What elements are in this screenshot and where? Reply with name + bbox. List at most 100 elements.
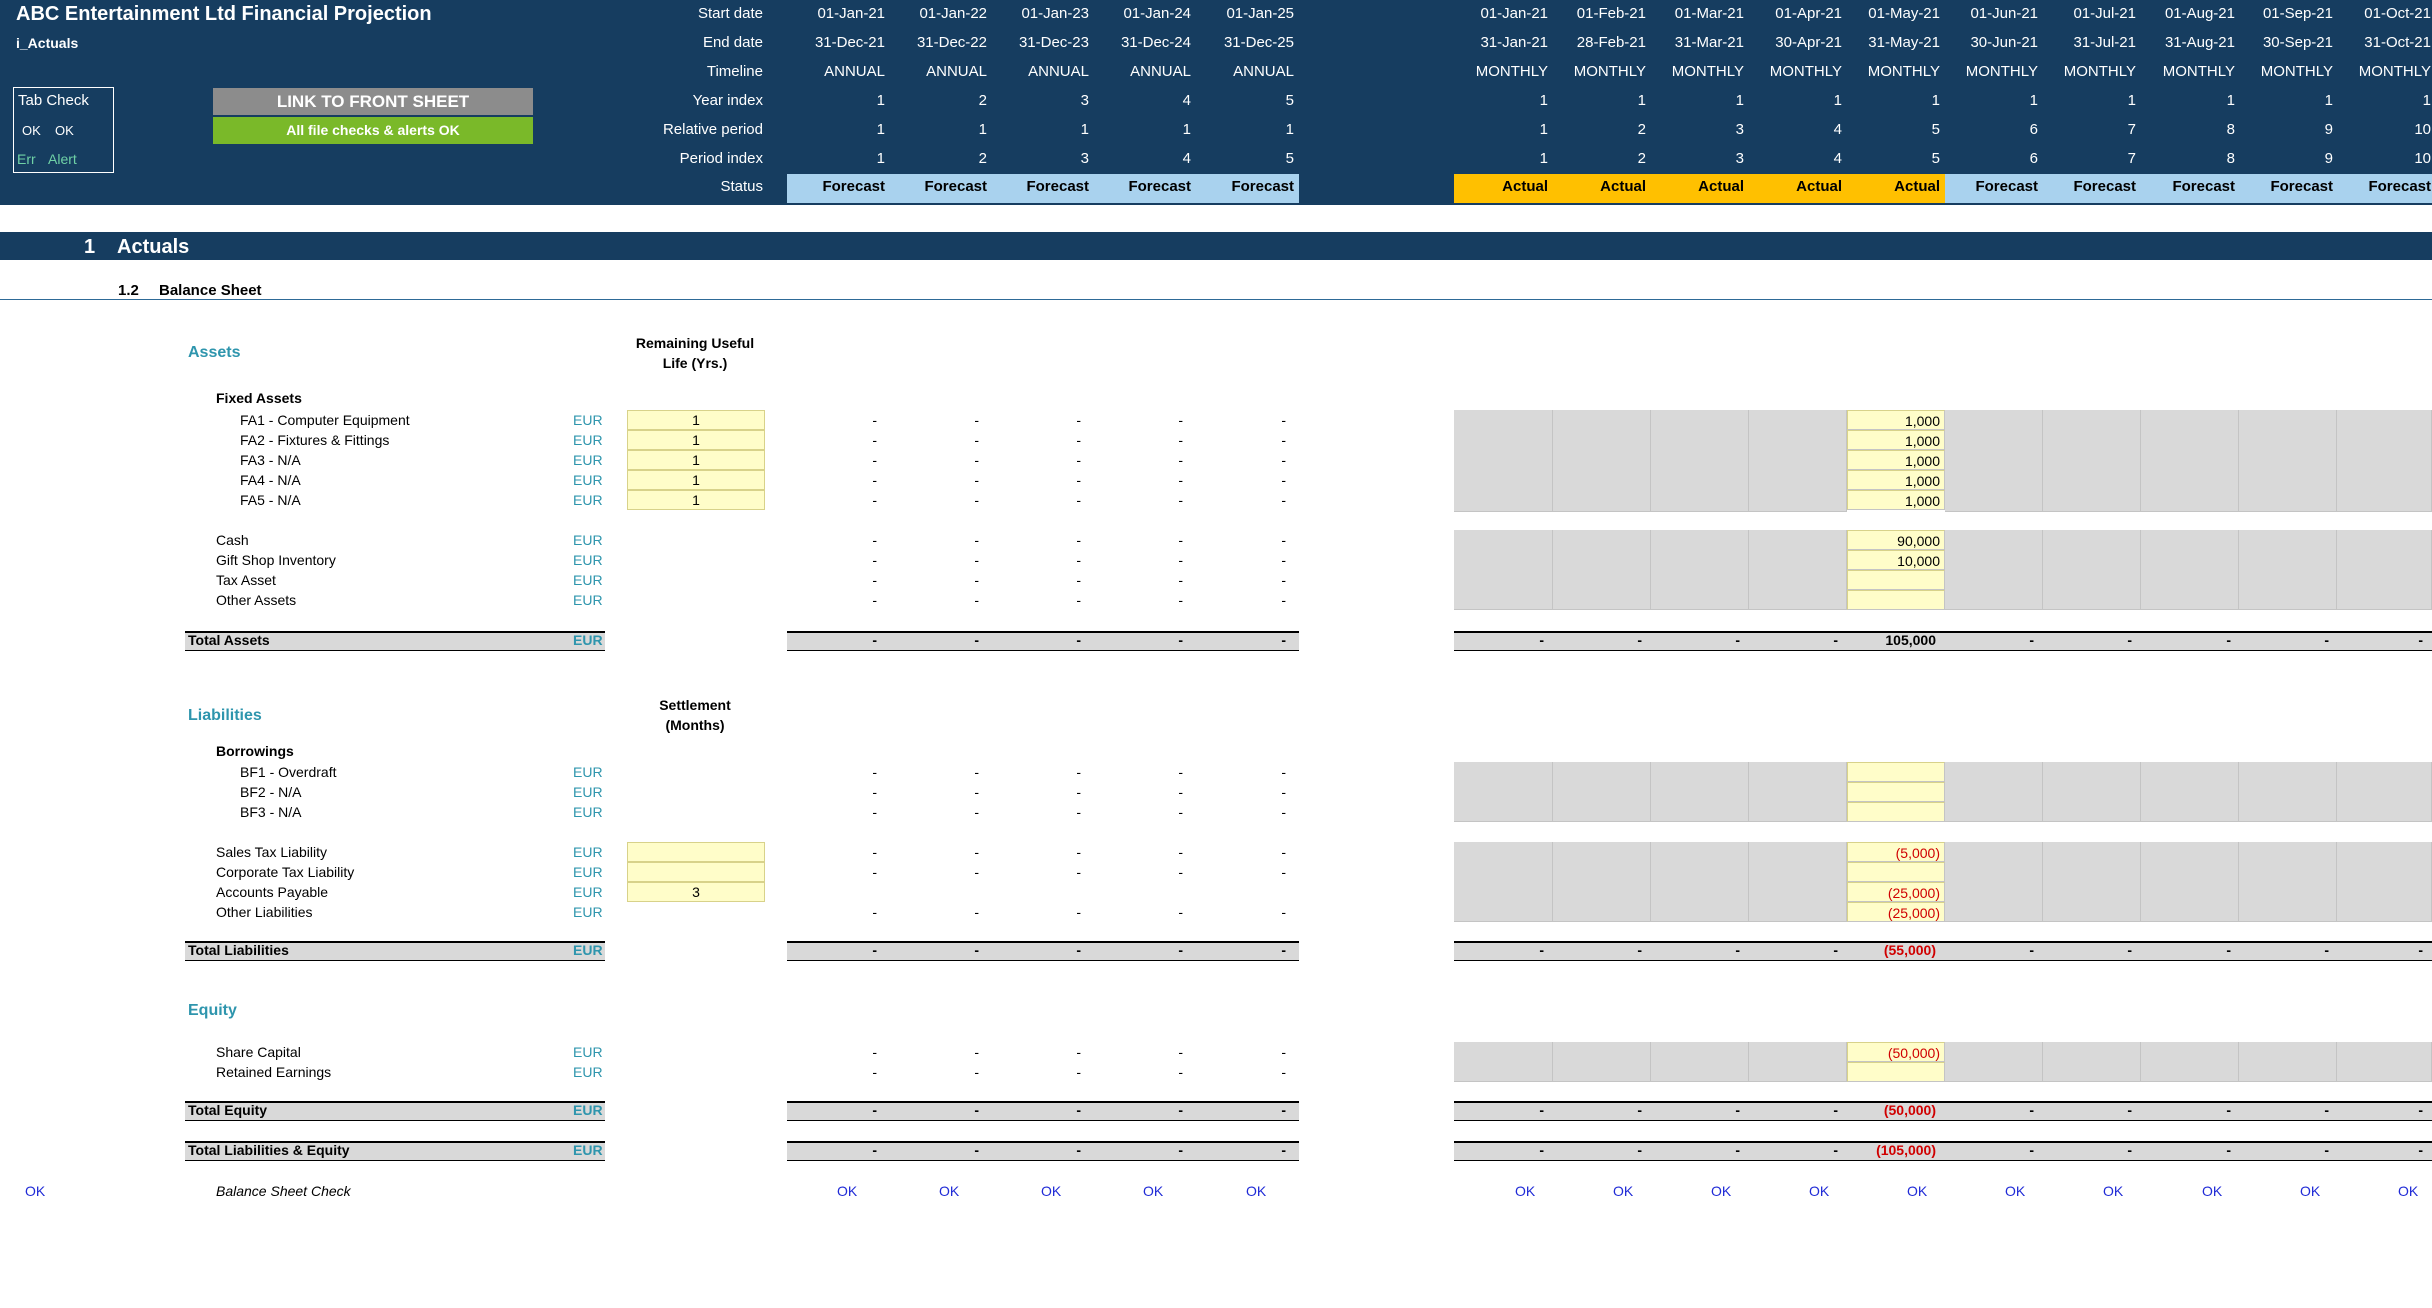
settlement-input[interactable]: 3 xyxy=(627,882,765,902)
status-badge: Actual xyxy=(1502,178,1548,195)
input-cell-may[interactable] xyxy=(1847,862,1945,882)
total-row-bar xyxy=(185,941,605,961)
useful-life-input[interactable]: 1 xyxy=(627,470,765,490)
monthly-cell: - xyxy=(1833,632,1838,648)
input-cell-may[interactable] xyxy=(1847,782,1945,802)
annual-cell: - xyxy=(974,864,979,880)
monthly-cell: - xyxy=(1539,1102,1544,1118)
annual-cell: - xyxy=(1076,804,1081,820)
annual-cell: - xyxy=(1281,864,1286,880)
monthly-cell xyxy=(1945,1042,2043,1082)
settlement-input[interactable] xyxy=(627,842,765,862)
useful-life-input[interactable]: 1 xyxy=(627,490,765,510)
annual-cell: - xyxy=(1281,492,1286,508)
annual-cell: - xyxy=(1076,572,1081,588)
input-cell-may[interactable]: (25,000) xyxy=(1847,882,1945,902)
check-cell: OK xyxy=(1711,1183,1732,1199)
header-cell: 01-Sep-21 xyxy=(2262,5,2333,22)
check-cell: OK xyxy=(2202,1183,2223,1199)
annual-cell: - xyxy=(1076,592,1081,608)
annual-cell: - xyxy=(974,432,979,448)
annual-cell: - xyxy=(872,764,877,780)
monthly-cell: - xyxy=(2127,632,2132,648)
annual-cell: - xyxy=(1178,492,1183,508)
annual-cell: - xyxy=(872,942,877,958)
annual-cell: - xyxy=(974,592,979,608)
monthly-cell: - xyxy=(1735,1142,1740,1158)
annual-cell: - xyxy=(1178,904,1183,920)
header-cell: MONTHLY xyxy=(2162,63,2235,80)
check-cell: OK xyxy=(1515,1183,1536,1199)
annual-cell: - xyxy=(1076,904,1081,920)
annual-cell: - xyxy=(1281,1102,1286,1118)
useful-life-input[interactable]: 1 xyxy=(627,410,765,430)
monthly-cell xyxy=(2337,1042,2432,1082)
section-bar xyxy=(0,232,2432,260)
useful-life-input[interactable]: 1 xyxy=(627,430,765,450)
link-to-front-sheet-button[interactable]: LINK TO FRONT SHEET xyxy=(213,88,533,115)
annual-cell: - xyxy=(872,904,877,920)
monthly-cell: - xyxy=(2418,632,2423,648)
input-cell-may[interactable]: 1,000 xyxy=(1847,410,1945,430)
input-cell-may[interactable] xyxy=(1847,762,1945,782)
monthly-cell: - xyxy=(2029,942,2034,958)
check-cell: OK xyxy=(2005,1183,2026,1199)
unit-label: EUR xyxy=(573,884,603,900)
fixed-asset-label: FA5 - N/A xyxy=(240,492,301,508)
annual-cell: - xyxy=(1281,572,1286,588)
input-cell-may[interactable] xyxy=(1847,1062,1945,1082)
annual-cell: - xyxy=(872,1064,877,1080)
input-cell-may[interactable]: 90,000 xyxy=(1847,530,1945,550)
unit-label: EUR xyxy=(573,492,603,508)
check-cell: OK xyxy=(2300,1183,2321,1199)
borrowings-heading: Borrowings xyxy=(216,743,294,759)
unit-label: EUR xyxy=(573,804,603,820)
monthly-cell: - xyxy=(1833,1102,1838,1118)
monthly-cell: - xyxy=(1637,942,1642,958)
header-cell: ANNUAL xyxy=(926,63,987,80)
input-cell-may[interactable]: 1,000 xyxy=(1847,430,1945,450)
header-cell: 9 xyxy=(2324,150,2333,167)
input-cell-may[interactable]: 1,000 xyxy=(1847,470,1945,490)
input-cell-may[interactable]: 1,000 xyxy=(1847,490,1945,510)
header-cell: ANNUAL xyxy=(1233,63,1294,80)
total-label: Total Equity xyxy=(188,1102,268,1118)
input-cell-may[interactable]: (25,000) xyxy=(1847,902,1945,922)
status-badge: Actual xyxy=(1698,178,1744,195)
status-badge: Actual xyxy=(1796,178,1842,195)
header-cell: 01-Jan-25 xyxy=(1226,5,1294,22)
annual-cell: - xyxy=(1178,532,1183,548)
input-cell-may[interactable] xyxy=(1847,570,1945,590)
useful-life-input[interactable]: 1 xyxy=(627,450,765,470)
input-cell-may[interactable]: (5,000) xyxy=(1847,842,1945,862)
total-row-bar xyxy=(1454,941,2432,961)
annual-cell: - xyxy=(1178,472,1183,488)
input-cell-may[interactable] xyxy=(1847,802,1945,822)
input-cell-may[interactable] xyxy=(1847,590,1945,610)
annual-cell: - xyxy=(1281,412,1286,428)
monthly-status-band xyxy=(1945,174,2043,203)
monthly-cell: - xyxy=(1637,1142,1642,1158)
monthly-cell xyxy=(2043,410,2141,512)
input-cell-may[interactable]: 1,000 xyxy=(1847,450,1945,470)
header-row-label: Status xyxy=(720,178,763,195)
total-row-bar xyxy=(787,941,1299,961)
monthly-cell xyxy=(1749,1042,1847,1082)
monthly-cell xyxy=(1553,530,1651,610)
monthly-cell xyxy=(2043,762,2141,822)
annual-cell: - xyxy=(974,552,979,568)
total-row-bar xyxy=(787,1101,1299,1121)
annual-cell: - xyxy=(1281,1064,1286,1080)
monthly-cell xyxy=(1651,1042,1749,1082)
annual-cell: - xyxy=(1178,552,1183,568)
monthly-cell: - xyxy=(2127,1142,2132,1158)
annual-cell: - xyxy=(1076,432,1081,448)
status-badge: Forecast xyxy=(2270,178,2333,195)
input-cell-may[interactable]: 10,000 xyxy=(1847,550,1945,570)
annual-cell: - xyxy=(1076,472,1081,488)
input-cell-may[interactable]: (50,000) xyxy=(1847,1042,1945,1062)
settlement-input[interactable] xyxy=(627,862,765,882)
header-cell: 8 xyxy=(2226,121,2235,138)
monthly-cell: - xyxy=(2226,632,2231,648)
header-cell: 01-Jan-21 xyxy=(1480,5,1548,22)
